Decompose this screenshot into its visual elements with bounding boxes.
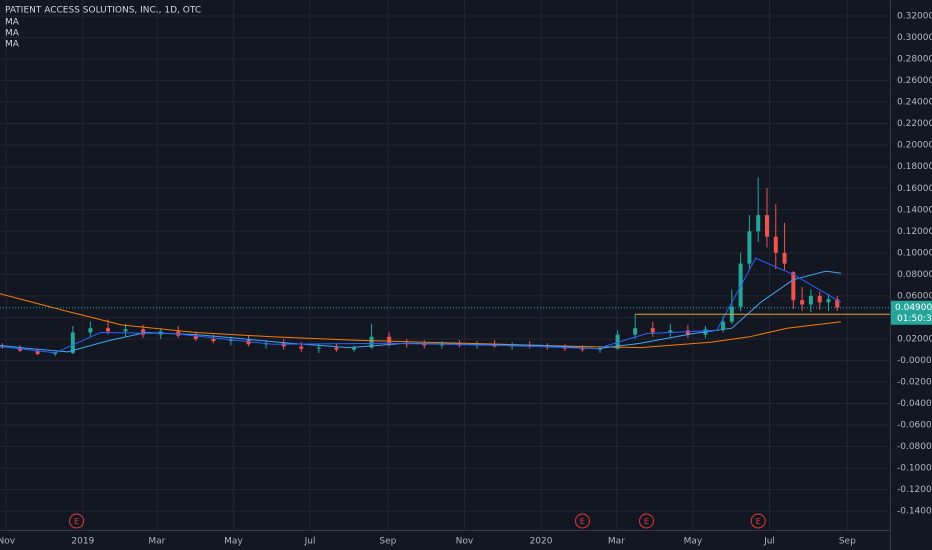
candle-body [747, 231, 752, 264]
candle-body [123, 329, 128, 332]
candle-body [562, 347, 567, 349]
legend-entry[interactable]: MA [5, 18, 20, 28]
candle-body [580, 348, 585, 350]
candle-body [316, 347, 321, 349]
candle-body [193, 335, 198, 339]
candle-body [228, 340, 233, 342]
earnings-marker[interactable] [638, 513, 654, 529]
x-tick-label: Nov [0, 537, 16, 547]
candle-body [70, 332, 75, 353]
x-tick-label: Mar [608, 537, 625, 547]
earnings-label: E [580, 517, 585, 526]
x-tick-label: 2019 [71, 537, 94, 547]
candle-body [764, 215, 769, 237]
candle-body [800, 300, 805, 305]
candle-body [633, 328, 638, 335]
candle-body [668, 330, 673, 333]
candle-body [281, 343, 286, 347]
candle-body [53, 352, 58, 355]
x-tick-label: May [684, 537, 703, 547]
candle-body [817, 295, 822, 303]
x-tick-label: Sep [379, 537, 396, 547]
candle-body [88, 328, 93, 333]
candle-body [299, 346, 304, 349]
candle-body [351, 347, 356, 350]
x-tick-label: Sep [839, 537, 856, 547]
chart-title: PATIENT ACCESS SOLUTIONS, INC., 1D, OTC [5, 6, 201, 16]
earnings-marker[interactable] [750, 513, 766, 529]
earnings-label: E [644, 517, 649, 526]
candle-body [791, 272, 796, 301]
moving-average-line [0, 293, 842, 349]
earnings-marker[interactable] [574, 513, 590, 529]
candle-body [773, 236, 778, 253]
candle-body [650, 328, 655, 333]
legend-entry[interactable]: MA [5, 29, 20, 39]
candle-body [387, 336, 392, 344]
candle-body [615, 334, 620, 349]
price-tag [891, 300, 932, 325]
candle-body [422, 344, 427, 346]
candle-body [808, 295, 813, 305]
x-tick-label: Jul [304, 537, 316, 547]
candle-body [334, 347, 339, 350]
earnings-marker[interactable] [69, 513, 85, 529]
candle-body [105, 328, 110, 332]
candle-body [141, 329, 146, 335]
x-tick-label: May [224, 537, 243, 547]
candle-body [826, 299, 831, 303]
countdown-label: 01:50:39 [897, 314, 932, 324]
moving-average-line [0, 257, 842, 354]
candle-body [756, 215, 761, 232]
x-tick-label: Jul [763, 537, 775, 547]
earnings-label: E [756, 517, 761, 526]
candle-body [35, 350, 40, 355]
candle-body [685, 330, 690, 335]
grid [0, 0, 890, 530]
legend-entry[interactable]: MA [5, 40, 20, 50]
y-tick-label: -0.000000 [897, 356, 932, 366]
candle-body [211, 338, 216, 342]
y-tick-label: 0.020000 [897, 334, 932, 344]
x-tick-label: Nov [456, 537, 474, 547]
x-tick-label: Mar [148, 537, 165, 547]
candle-body [835, 299, 840, 308]
candle-body [369, 336, 374, 348]
x-tick-label: 2020 [530, 537, 553, 547]
candle-body [598, 348, 603, 350]
candle-body [721, 321, 726, 330]
earnings-label: E [74, 517, 79, 526]
candle-body [782, 252, 787, 264]
y-tick-label: -0.020000 [897, 378, 932, 388]
y-tick-label: -0.040000 [897, 399, 932, 409]
